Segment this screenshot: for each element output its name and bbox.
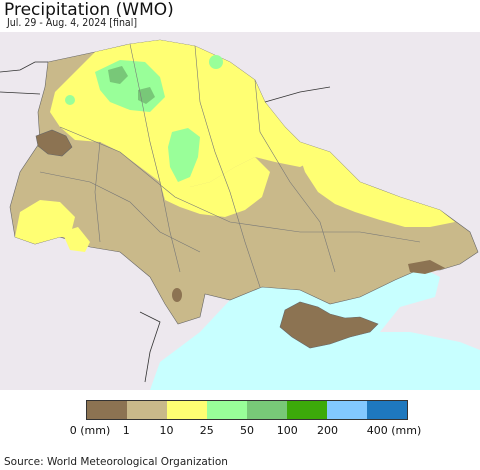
west-green-dot bbox=[65, 95, 75, 105]
central-green-patch bbox=[168, 128, 200, 182]
west-wet-region bbox=[15, 200, 75, 244]
legend-label: 25 bbox=[199, 424, 214, 437]
oblast-borders bbox=[39, 43, 421, 288]
legend-swatch bbox=[167, 401, 207, 419]
west-dry-spot bbox=[35, 129, 73, 157]
map-title: Precipitation (WMO) bbox=[4, 0, 174, 20]
azov-dry-strip bbox=[408, 260, 445, 274]
legend-label: 200 bbox=[317, 424, 338, 437]
legend-swatch bbox=[127, 401, 167, 419]
legend-colorbar bbox=[86, 400, 408, 420]
legend-swatch bbox=[327, 401, 367, 419]
legend-swatch bbox=[247, 401, 287, 419]
legend-label: 1 bbox=[122, 424, 130, 437]
legend-swatch bbox=[287, 401, 327, 419]
crimea-region bbox=[279, 301, 379, 349]
legend-label: 0 (mm) bbox=[69, 424, 111, 437]
legend-label: 400 (mm) bbox=[366, 424, 422, 437]
legend-label: 50 bbox=[240, 424, 254, 437]
precipitation-map bbox=[0, 32, 480, 390]
north-darkgreen-patch-2 bbox=[138, 87, 155, 104]
map-subtitle: Jul. 29 - Aug. 4, 2024 [final] bbox=[7, 17, 138, 29]
legend-label: 10 bbox=[159, 424, 174, 437]
southwest-wet-patch bbox=[62, 227, 90, 252]
north-darkgreen-patch bbox=[108, 66, 128, 84]
northeast-green-patch bbox=[209, 55, 223, 69]
source-credit: Source: World Meteorological Organizatio… bbox=[4, 456, 228, 468]
south-dry-spot bbox=[172, 288, 182, 302]
legend-swatch bbox=[367, 401, 407, 419]
legend-swatch bbox=[87, 401, 127, 419]
east-wet-region bbox=[300, 142, 455, 227]
central-wet-region bbox=[160, 157, 270, 217]
legend-label: 100 bbox=[276, 424, 298, 437]
legend-labels: 0 (mm) 1 10 25 50 100 200 400 (mm) bbox=[0, 424, 480, 438]
legend-swatch bbox=[207, 401, 247, 419]
country-borders bbox=[0, 61, 331, 383]
